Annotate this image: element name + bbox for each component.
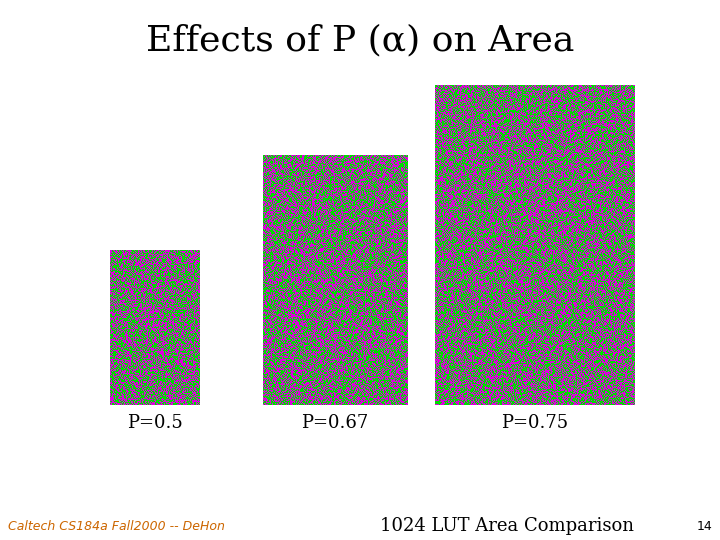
Text: 14: 14 [696,519,712,532]
Text: P=0.5: P=0.5 [127,414,183,432]
Text: P=0.67: P=0.67 [302,414,369,432]
Text: P=0.75: P=0.75 [501,414,569,432]
Text: 1024 LUT Area Comparison: 1024 LUT Area Comparison [380,517,634,535]
Text: Caltech CS184a Fall2000 -- DeHon: Caltech CS184a Fall2000 -- DeHon [8,519,225,532]
Text: Effects of P (α) on Area: Effects of P (α) on Area [146,23,574,57]
